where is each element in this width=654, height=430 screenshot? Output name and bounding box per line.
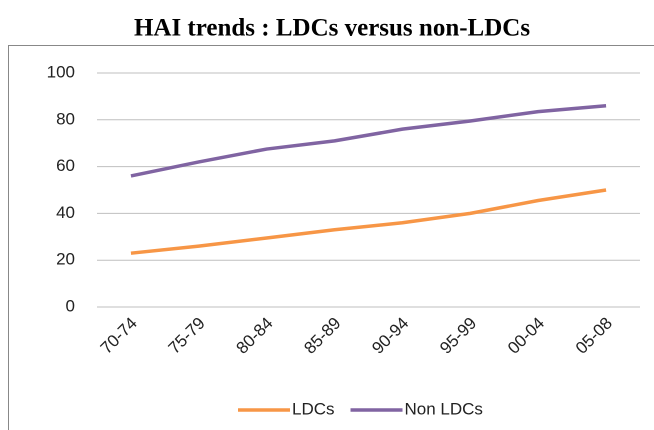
x-tick-label: 70-74 <box>97 314 141 358</box>
y-tick-label: 0 <box>66 296 75 315</box>
legend-label: LDCs <box>292 399 335 418</box>
chart-border <box>8 45 654 430</box>
y-tick-label: 60 <box>56 156 75 175</box>
x-tick-label: 95-99 <box>436 314 480 358</box>
y-tick-label: 40 <box>56 203 75 222</box>
x-tick-label: 90-94 <box>368 314 412 358</box>
x-tick-label: 75-79 <box>165 314 209 358</box>
x-tick-label: 80-84 <box>233 314 277 358</box>
y-tick-label: 20 <box>56 250 75 269</box>
y-tick-label: 80 <box>56 109 75 128</box>
chart-title: HAI trends : LDCs versus non-LDCs <box>134 15 530 42</box>
legend-label: Non LDCs <box>405 399 483 418</box>
x-tick-label: 00-04 <box>504 314 548 358</box>
y-tick-label: 100 <box>47 62 75 81</box>
x-tick-label: 05-08 <box>572 314 616 358</box>
x-tick-label: 85-89 <box>300 314 344 358</box>
line-series <box>130 188 607 255</box>
line-series <box>130 104 607 178</box>
